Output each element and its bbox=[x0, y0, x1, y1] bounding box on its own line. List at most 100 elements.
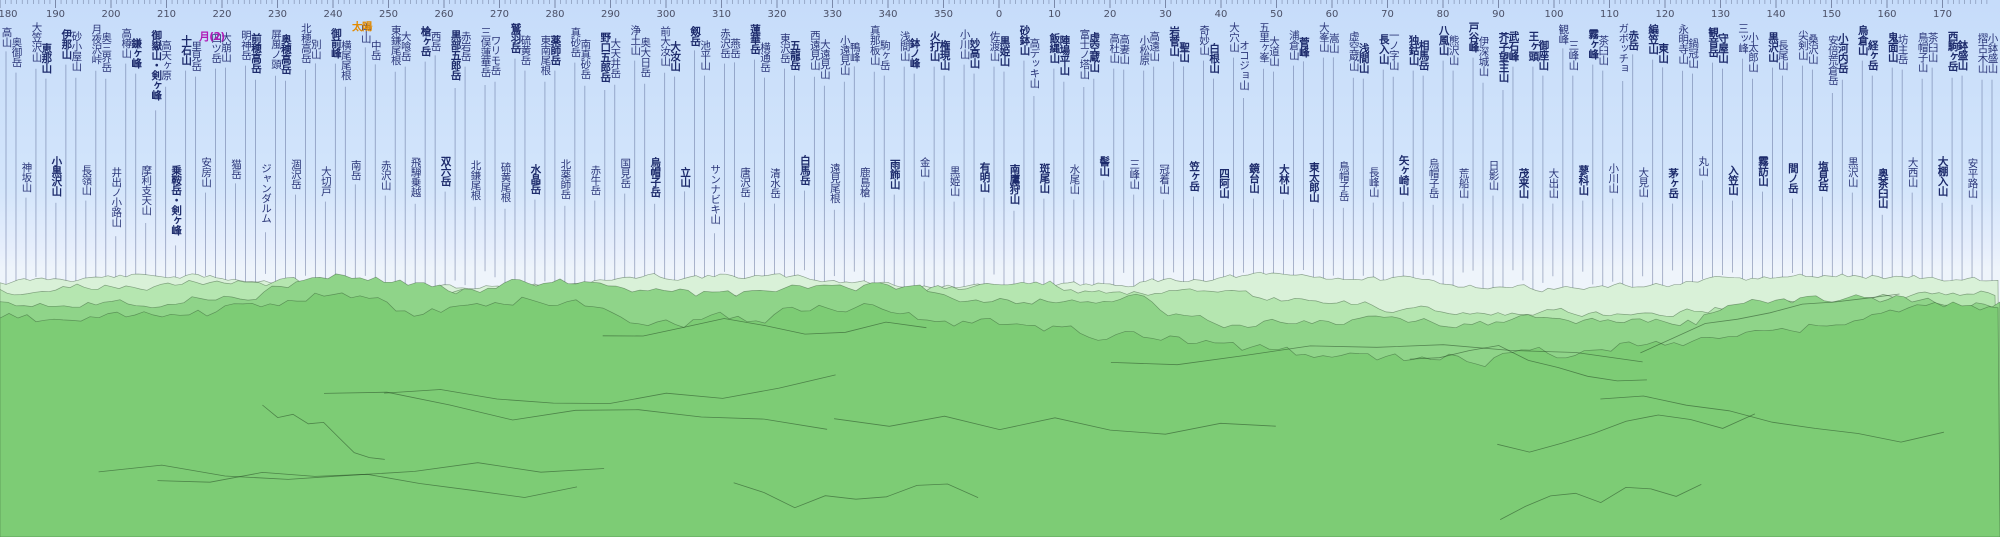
peak-label: 佐渡山 bbox=[988, 31, 1001, 61]
peak-label: 鳥帽子岳 bbox=[1337, 161, 1350, 201]
peak-label: 小川山 bbox=[1607, 163, 1620, 193]
peak-label: 丸山 bbox=[1697, 156, 1710, 176]
angle-label: 190 bbox=[45, 9, 66, 20]
peak-label: 霧ヶ峰 bbox=[1587, 29, 1600, 59]
peak-label: 飛騨乗越 bbox=[409, 157, 422, 197]
peak-label: 芥子望主山 bbox=[1497, 32, 1510, 82]
peak-label: 南岳 bbox=[349, 160, 362, 180]
peak-label: 大林山 bbox=[1277, 164, 1290, 194]
peak-label: 黒沢山 bbox=[1766, 32, 1779, 62]
peak-label: 観峰 bbox=[1557, 24, 1570, 44]
peak-label: 屏風ノ頭 bbox=[269, 29, 282, 69]
peak-label: 蓮華岳 bbox=[748, 24, 761, 54]
peak-label: 茂来山 bbox=[1517, 168, 1530, 198]
peak-label: 冠着山 bbox=[1158, 164, 1171, 194]
peak-label: ワリモ岳 bbox=[489, 35, 502, 75]
peak-label: 髻山 bbox=[1098, 156, 1111, 176]
peak-label: 金山 bbox=[918, 157, 931, 177]
peak-label: 大見山 bbox=[1637, 167, 1650, 197]
peak-label: 独鈷山 bbox=[1407, 35, 1420, 65]
peak-label: 西岳 bbox=[429, 31, 442, 51]
peak-label: 坊主岳 bbox=[1896, 34, 1909, 64]
peak-label: 奥茶臼山 bbox=[1876, 168, 1889, 208]
peak-label: 猫岳 bbox=[230, 159, 243, 179]
peak-label: 相馬岳 bbox=[1417, 40, 1430, 70]
angle-label: 110 bbox=[1599, 9, 1620, 20]
peak-label: 茶臼山 bbox=[1926, 32, 1939, 62]
peak-label: 安平路山 bbox=[1966, 158, 1979, 198]
peak-label: 十石山 bbox=[180, 35, 193, 65]
angle-label: 230 bbox=[267, 9, 288, 20]
peak-label: 鍋冠山 bbox=[1687, 38, 1700, 68]
peak-label: 鉢ノ峰 bbox=[908, 38, 921, 68]
angle-label: 350 bbox=[933, 9, 954, 20]
peak-label: 富士ノ塔山 bbox=[1078, 29, 1091, 79]
peak-label: 硫黄岳 bbox=[519, 35, 532, 65]
angle-label: 320 bbox=[767, 9, 787, 20]
ridge-contour bbox=[602, 318, 927, 337]
peak-label: 五里ヶ峯 bbox=[1257, 22, 1270, 62]
peak-label: 大崩山 bbox=[220, 32, 233, 62]
ridge-contour bbox=[733, 482, 979, 509]
angle-label: 70 bbox=[1381, 9, 1394, 20]
peak-label: 双六岳 bbox=[439, 156, 452, 186]
near-ridge bbox=[0, 292, 2000, 537]
peak-label: 唐沢岳 bbox=[739, 167, 751, 197]
peak-label: 摩利支天山 bbox=[140, 165, 153, 215]
ridge-contour bbox=[262, 404, 385, 460]
peak-label: 雨飾山 bbox=[888, 159, 901, 189]
peak-label: 砂小屋山 bbox=[70, 31, 83, 71]
peak-label: 赤岩岳 bbox=[459, 31, 472, 61]
angle-label: 170 bbox=[1932, 9, 1953, 20]
peak-label: 薬師岳 bbox=[549, 35, 562, 65]
peak-label: 鹿島槍 bbox=[858, 167, 871, 197]
peak-label: 荒船山 bbox=[1457, 168, 1470, 198]
peak-label: 水尾山 bbox=[1068, 164, 1081, 194]
peak-label: 黒部五郎岳 bbox=[449, 30, 462, 80]
peak-label: 小鉢盛山 bbox=[1986, 33, 1999, 73]
peak-label: 西遠見山 bbox=[808, 30, 821, 70]
peak-label: 鏡台山 bbox=[1247, 163, 1260, 193]
peak-label: 御座山 bbox=[1537, 40, 1550, 70]
peak-label: 東鎌尾根 bbox=[389, 25, 402, 65]
peak-label: 斑尾山 bbox=[1038, 163, 1051, 193]
peak-label: 烏帽子岳 bbox=[649, 157, 662, 197]
peak-label: 王ヶ頭 bbox=[1527, 31, 1540, 61]
peak-label: 安倍荒倉岳 bbox=[1826, 35, 1839, 85]
angle-label: 130 bbox=[1710, 9, 1731, 20]
peak-label: 赤沢岳 bbox=[719, 28, 732, 58]
peak-label: 白根山 bbox=[1208, 43, 1221, 73]
peak-label: 黒沢山 bbox=[1846, 157, 1859, 187]
peak-label: 桑沢山 bbox=[1806, 34, 1819, 64]
peak-label: 西駒ヶ岳 bbox=[1946, 31, 1959, 71]
angle-label: 330 bbox=[822, 9, 843, 20]
peak-label: 八風山 bbox=[1437, 25, 1450, 55]
peak-label: ジャンダルム bbox=[259, 163, 272, 223]
peak-label: 大喰岳 bbox=[399, 31, 412, 61]
peak-label: 水晶岳 bbox=[529, 164, 542, 194]
peak-label: 硫黄尾根 bbox=[499, 162, 512, 202]
peak-label: 燕岳 bbox=[729, 38, 742, 58]
peak-label: 黒姫山 bbox=[948, 166, 961, 196]
peak-label: 飯縄山 bbox=[1048, 33, 1061, 63]
peak-label: 高天ヶ原 bbox=[160, 40, 173, 80]
peak-label: 高遠山 bbox=[1148, 31, 1161, 61]
peak-label: 別山 bbox=[309, 39, 322, 59]
peak-label: 茶臼山 bbox=[1597, 35, 1610, 65]
peak-label: 浄土山 bbox=[629, 25, 642, 55]
angle-label: 120 bbox=[1655, 9, 1675, 20]
peak-label: 東南尾根 bbox=[539, 35, 552, 75]
peak-label: 前穂高岳 bbox=[249, 33, 262, 73]
angle-label: 20 bbox=[1103, 9, 1117, 20]
peak-label: 伊深城山 bbox=[1477, 36, 1490, 76]
peak-label: 里見岳 bbox=[190, 41, 203, 71]
peak-label: 真那板山 bbox=[868, 25, 881, 65]
peak-label: 岩菅山 bbox=[1168, 26, 1181, 56]
peak-label: 高デッキ山 bbox=[1028, 38, 1041, 88]
peak-label: 安房山 bbox=[200, 157, 213, 187]
angle-label: 30 bbox=[1159, 9, 1172, 20]
angle-label: 220 bbox=[212, 9, 232, 20]
peak-label: 御嶽山・剣ヶ峰 bbox=[150, 30, 163, 100]
peak-label: 東太郎山 bbox=[1307, 162, 1320, 202]
